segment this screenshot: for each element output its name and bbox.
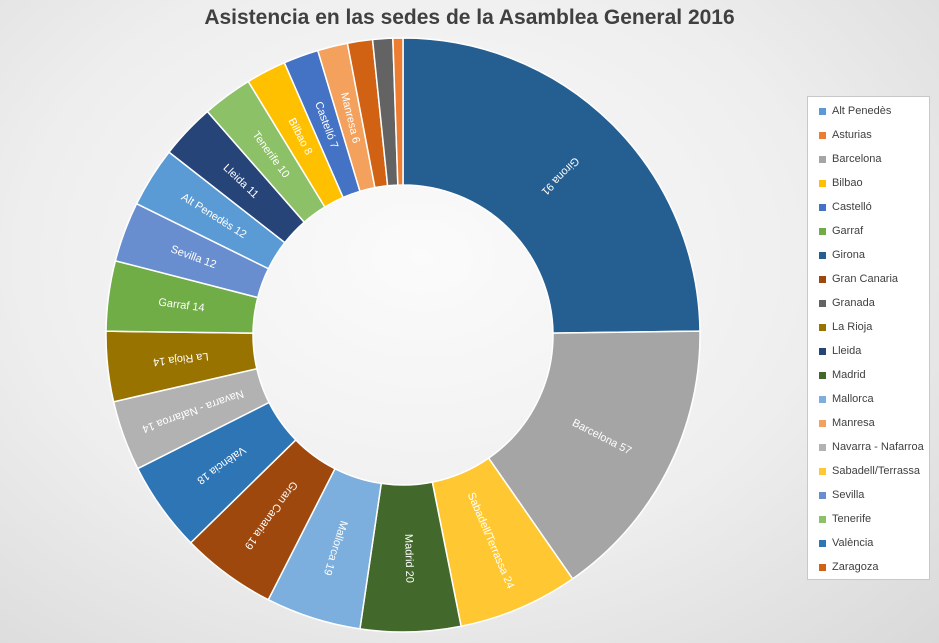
legend-label: Castelló [832, 201, 872, 213]
legend-swatch [819, 515, 826, 523]
legend-item-manresa: Manresa [819, 411, 929, 435]
legend-label: La Rioja [832, 321, 873, 333]
legend-swatch [819, 443, 826, 451]
legend-label: Manresa [832, 417, 875, 429]
legend-label: Alt Penedès [832, 105, 892, 117]
legend-swatch [819, 299, 826, 307]
legend-item-castello: Castelló [819, 195, 929, 219]
legend-label: Mallorca [832, 393, 874, 405]
legend-item-madrid: Madrid [819, 363, 929, 387]
legend-swatch [819, 491, 826, 499]
legend-label: Garraf [832, 225, 864, 237]
legend-label: Girona [832, 249, 866, 261]
legend-item-gran-canaria: Gran Canaria [819, 267, 929, 291]
legend-label: València [832, 537, 874, 549]
legend-swatch [819, 107, 826, 115]
legend-item-girona: Girona [819, 243, 929, 267]
legend-item-garraf: Garraf [819, 219, 929, 243]
legend-item-la-rioja: La Rioja [819, 315, 929, 339]
legend-item-alt-penedes: Alt Penedès [819, 99, 929, 123]
legend-item-valencia: València [819, 531, 929, 555]
legend-label: Asturias [832, 129, 872, 141]
chart-legend: Alt Penedès Asturias Barcelona Bilbao Castel… [807, 96, 930, 580]
slice-girona [402, 37, 701, 334]
slice-label-la-rioja: La Rioja 14 [152, 350, 209, 368]
legend-label: Granada [832, 297, 875, 309]
legend-item-granada: Granada [819, 291, 929, 315]
legend-label: Tenerife [832, 513, 872, 525]
legend-item-mallorca: Mallorca [819, 387, 929, 411]
legend-swatch [819, 419, 826, 427]
slice-label-madrid: Madrid 20 [402, 534, 415, 583]
donut-slices [105, 37, 701, 633]
legend-swatch [819, 227, 826, 235]
legend-swatch [819, 203, 826, 211]
legend-swatch [819, 563, 826, 571]
legend-swatch [819, 251, 826, 259]
legend-label: Madrid [832, 369, 866, 381]
legend-item-bilbao: Bilbao [819, 171, 929, 195]
legend-item-asturias: Asturias [819, 123, 929, 147]
legend-label: Sevilla [832, 489, 865, 501]
legend-label: Bilbao [832, 177, 863, 189]
legend-item-sevilla: Sevilla [819, 483, 929, 507]
legend-item-navarra-nafarroa: Navarra - Nafarroa [819, 435, 929, 459]
legend-swatch [819, 371, 826, 379]
legend-label: Sabadell/Terrassa [832, 465, 921, 477]
legend-label: Gran Canaria [832, 273, 899, 285]
legend-swatch [819, 395, 826, 403]
legend-swatch [819, 347, 826, 355]
legend-label: Zaragoza [832, 561, 879, 573]
legend-item-sabadell-terrassa: Sabadell/Terrassa [819, 459, 929, 483]
legend-item-zaragoza: Zaragoza [819, 555, 929, 579]
chart-title: Asistencia en las sedes de la Asamblea G… [204, 6, 735, 29]
legend-swatch [819, 131, 826, 139]
legend-item-lleida: Lleida [819, 339, 929, 363]
legend-label: Barcelona [832, 153, 882, 165]
legend-swatch [819, 539, 826, 547]
legend-label: Lleida [832, 345, 862, 357]
legend-swatch [819, 275, 826, 283]
legend-item-barcelona: Barcelona [819, 147, 929, 171]
slice-barcelona [487, 330, 701, 580]
legend-item-tenerife: Tenerife [819, 507, 929, 531]
legend-swatch [819, 323, 826, 331]
slice-asturias [392, 37, 404, 186]
legend-swatch [819, 179, 826, 187]
legend-swatch [819, 467, 826, 475]
legend-swatch [819, 155, 826, 163]
legend-label: Navarra - Nafarroa [832, 441, 924, 453]
